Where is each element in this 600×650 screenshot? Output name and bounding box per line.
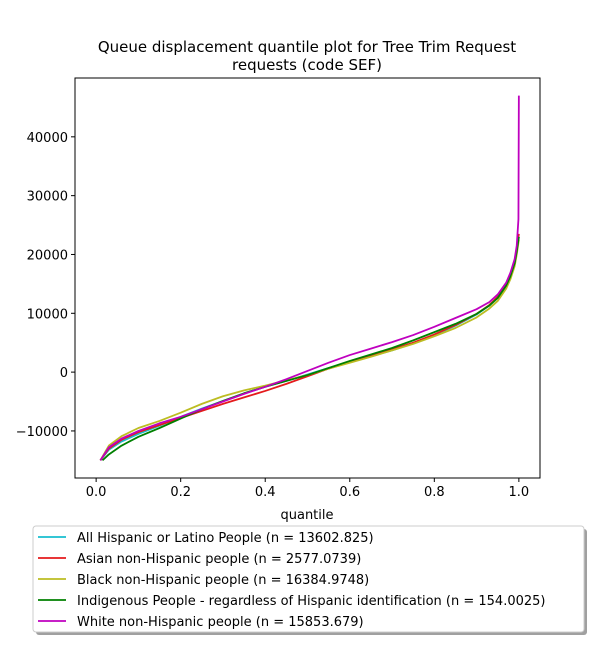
series-line-2 — [99, 239, 520, 461]
legend-box — [32, 525, 585, 633]
y-tick-label: 10000 — [27, 307, 68, 322]
y-tick-label: 20000 — [27, 248, 68, 263]
plot-frame — [74, 77, 541, 479]
legend-label-2: Black non-Hispanic people (n = 16384.974… — [77, 573, 369, 588]
x-tick-label: 1.0 — [509, 485, 530, 500]
legend-label-1: Asian non-Hispanic people (n = 2577.0739… — [77, 552, 361, 567]
x-tick-label: 0.4 — [255, 485, 276, 500]
y-tick-label: 40000 — [27, 131, 68, 146]
x-tick-label: 0.2 — [170, 485, 191, 500]
series-line-3 — [101, 236, 520, 462]
series-line-4 — [99, 95, 520, 461]
y-tick-label: 30000 — [27, 190, 68, 205]
x-axis: 0.0 0.2 0.4 0.6 0.8 1.0 — [86, 478, 529, 500]
plot-area — [74, 77, 541, 479]
legend: All Hispanic or Latino People (n = 13602… — [32, 525, 587, 635]
chart-title-line-2: requests (code SEF) — [232, 56, 382, 74]
legend-label-3: Indigenous People - regardless of Hispan… — [77, 594, 546, 609]
y-tick-label: −10000 — [16, 425, 68, 440]
x-axis-label: quantile — [280, 508, 333, 523]
chart-title-line-1: Queue displacement quantile plot for Tre… — [98, 38, 516, 56]
x-tick-label: 0.6 — [339, 485, 360, 500]
x-tick-label: 0.0 — [86, 485, 107, 500]
x-tick-label: 0.8 — [424, 485, 445, 500]
legend-label-4: White non-Hispanic people (n = 15853.679… — [77, 615, 364, 630]
legend-label-0: All Hispanic or Latino People (n = 13602… — [77, 531, 374, 546]
y-tick-label: 0 — [60, 366, 68, 381]
y-axis: −10000 0 10000 20000 30000 40000 — [16, 131, 75, 440]
